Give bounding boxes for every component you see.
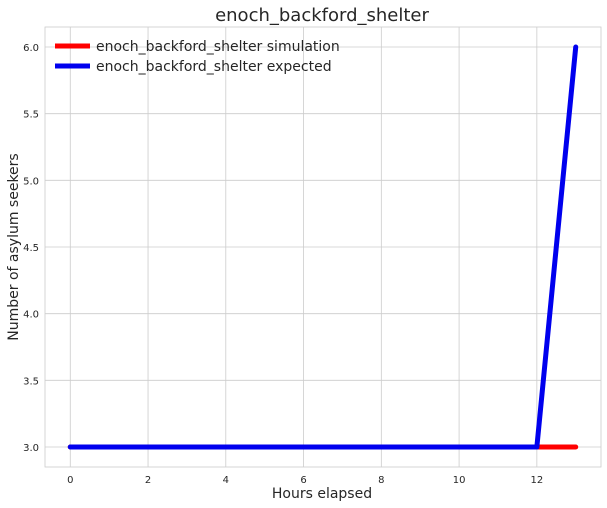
y-tick-label: 5.5	[23, 110, 39, 121]
series-layer	[67, 44, 579, 450]
x-tick-label: 6	[300, 475, 306, 486]
x-axis-ticks: 0 2 4 6 8 10 12	[67, 475, 543, 486]
x-tick-label: 4	[223, 475, 229, 486]
y-tick-label: 3.5	[23, 376, 39, 387]
y-grid	[45, 46, 601, 448]
x-tick-label: 8	[378, 475, 384, 486]
x-tick-label: 0	[67, 475, 73, 486]
x-tick-label: 10	[453, 475, 466, 486]
legend-label-expected: enoch_backford_shelter expected	[96, 59, 332, 75]
y-axis-label: Number of asylum seekers	[6, 153, 22, 340]
y-tick-label: 4.5	[23, 243, 39, 254]
y-tick-label: 6.0	[23, 43, 39, 54]
series-line-expected	[67, 44, 579, 450]
x-tick-label: 2	[145, 475, 151, 486]
y-tick-label: 3.0	[23, 443, 39, 454]
x-axis-label: Hours elapsed	[272, 486, 372, 502]
legend-label-simulation: enoch_backford_shelter simulation	[96, 39, 340, 55]
x-tick-label: 12	[530, 475, 543, 486]
y-tick-label: 5.0	[23, 176, 39, 187]
y-axis-ticks: 3.0 3.5 4.0 4.5 5.0 5.5 6.0	[23, 43, 39, 454]
legend: enoch_backford_shelter simulation enoch_…	[55, 39, 340, 75]
y-tick-label: 4.0	[23, 310, 39, 321]
chart-title: enoch_backford_shelter	[215, 5, 429, 26]
